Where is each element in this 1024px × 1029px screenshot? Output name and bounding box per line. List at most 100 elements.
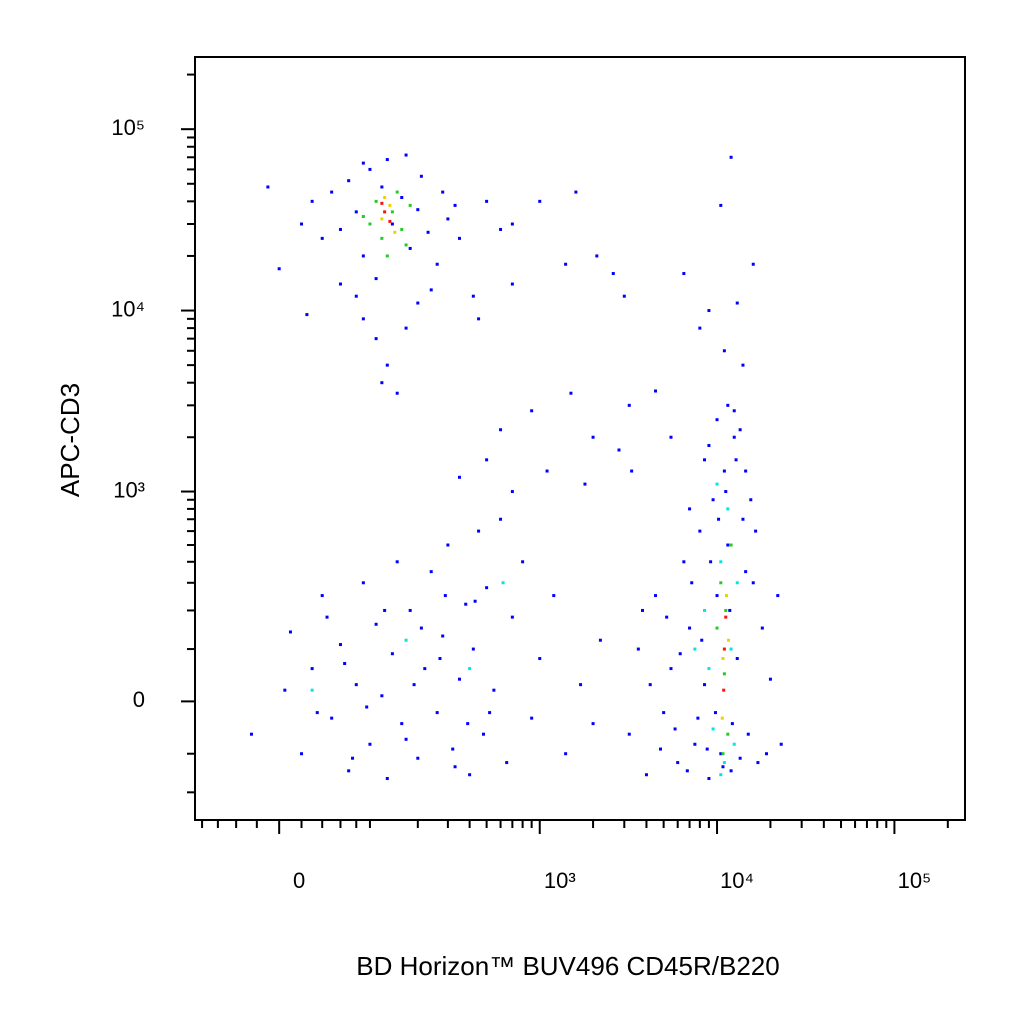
data-point [347,179,351,183]
data-point [676,761,680,765]
data-point [395,190,399,194]
data-point [505,761,509,765]
data-point [569,391,573,395]
data-point [385,158,389,162]
data-point [722,688,726,692]
data-point [729,543,733,547]
data-point [464,602,468,606]
data-point [732,435,736,439]
data-point [729,647,733,651]
data-point [300,752,304,756]
data-point [404,153,408,157]
x-axis-title: BD Horizon™ BUV496 CD45R/B220 [356,951,779,981]
data-point [744,570,748,574]
data-point [277,267,281,271]
data-point [682,272,686,276]
data-point [400,227,404,231]
data-point [429,288,433,292]
data-point [715,626,719,630]
data-point [441,190,445,194]
data-point [734,458,738,462]
data-point [693,647,697,651]
y-axis-title: APC-CD3 [55,383,85,497]
x-tick-label: 10³ [544,868,576,893]
data-point [698,326,702,330]
data-point [510,615,514,619]
data-point [325,615,329,619]
data-point [688,626,692,630]
data-point [408,608,412,612]
x-tick-label: 10⁵ [898,868,932,893]
data-point [700,638,704,642]
data-point [380,185,384,189]
data-point [473,599,477,603]
data-point [641,608,645,612]
data-point [715,594,719,598]
data-point [735,301,739,305]
y-tick-label: 10⁴ [111,296,145,321]
data-point [501,581,505,585]
data-point [730,722,734,726]
data-point [320,594,324,598]
data-point [458,475,462,479]
data-point [693,742,697,746]
data-point [579,683,583,687]
data-point [395,560,399,564]
data-point [283,688,287,692]
data-point [385,363,389,367]
data-point [453,765,457,769]
plot-frame [194,56,966,821]
data-point [776,594,780,598]
data-point [441,634,445,638]
data-point [622,294,626,298]
data-point [751,581,755,585]
data-point [711,727,715,731]
data-point [354,210,358,214]
data-point [330,716,334,720]
data-point [729,769,733,773]
data-point [404,326,408,330]
data-point [426,230,430,234]
data-point [690,581,694,585]
data-point [368,222,372,226]
data-point [735,581,739,585]
data-point [738,428,742,432]
data-point [732,742,736,746]
data-point [482,732,486,736]
data-point [300,222,304,226]
data-point [477,529,481,533]
data-point [754,529,758,533]
data-point [408,203,412,207]
data-point [627,403,631,407]
data-point [365,705,369,709]
data-point [451,747,455,751]
data-point [485,458,489,462]
data-point [717,517,721,521]
data-point [368,167,372,171]
data-point [722,647,726,651]
data-point [703,458,707,462]
data-point [707,776,711,780]
data-point [711,498,715,502]
data-point [705,747,709,751]
data-point [729,155,733,159]
data-point [724,608,728,612]
data-point [492,688,496,692]
data-point [510,222,514,226]
data-point [419,174,423,178]
data-point [347,769,351,773]
data-point [703,683,707,687]
data-point [458,677,462,681]
data-point [545,469,549,473]
data-point [438,657,442,661]
data-point [564,262,568,266]
data-point [722,469,726,473]
data-point [368,742,372,746]
data-point [400,196,404,200]
data-point [374,622,378,626]
data-point [721,752,725,756]
data-point [685,769,689,773]
data-point [760,626,764,630]
data-point [390,652,394,656]
